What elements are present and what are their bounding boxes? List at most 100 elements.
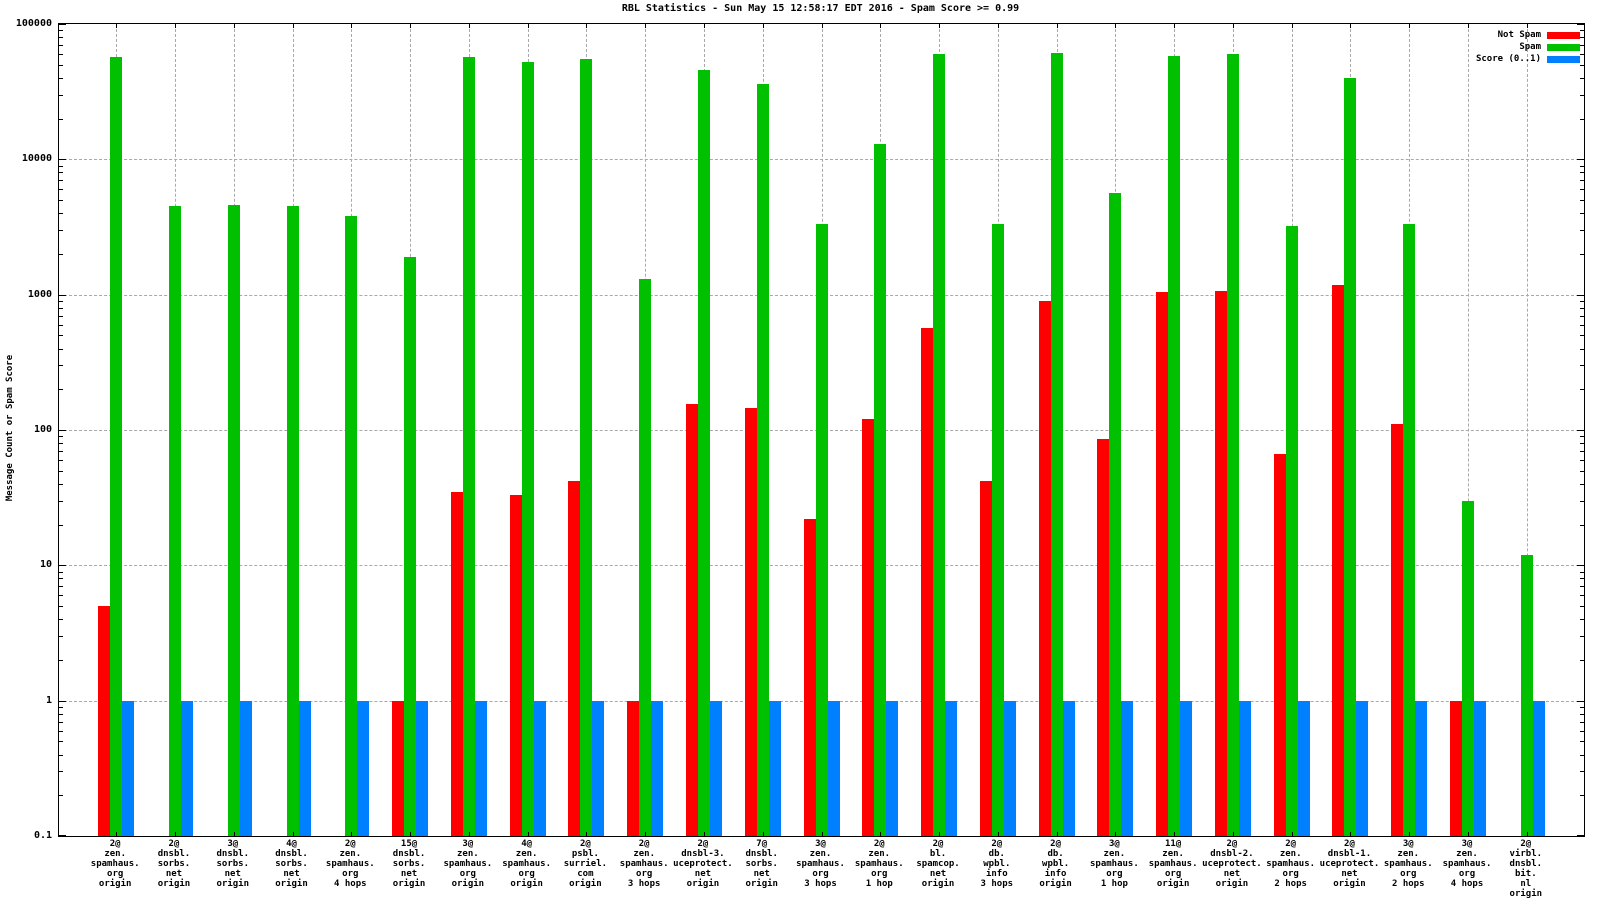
y-minor-tick xyxy=(1580,189,1584,191)
y-tick-label: 0.1 xyxy=(33,830,52,841)
x-tick-label: 3@ zen. spamhaus. org 3 hops xyxy=(796,839,845,889)
y-minor-tick xyxy=(1580,172,1584,174)
x-tick-label: 2@ db. wpbl. info origin xyxy=(1039,839,1072,889)
bar-score xyxy=(827,700,840,836)
y-minor-tick xyxy=(1580,606,1584,608)
bar-not-spam xyxy=(392,700,405,836)
bar-not-spam xyxy=(685,404,698,836)
x-tick-label: 2@ psbl. surriel. com origin xyxy=(563,839,608,889)
bar-spam xyxy=(1226,54,1239,836)
bar-not-spam xyxy=(1038,300,1051,836)
y-minor-tick xyxy=(1580,64,1584,66)
x-tick xyxy=(1350,832,1352,836)
y-minor-tick xyxy=(1580,389,1584,391)
x-tick xyxy=(1468,832,1470,836)
y-minor-tick xyxy=(1580,500,1584,502)
y-minor-tick xyxy=(1580,335,1584,337)
y-minor-tick xyxy=(59,300,63,302)
x-tick-label: 2@ bl. spamcop. net origin xyxy=(916,839,960,889)
bar-spam xyxy=(874,143,887,836)
x-tick-label: 2@ dnsbl-2. uceprotect. net origin xyxy=(1202,839,1262,889)
x-tick-label: 15@ dnsbl. sorbs. net origin xyxy=(392,839,426,889)
y-minor-tick xyxy=(59,365,63,367)
x-tick xyxy=(1409,832,1411,836)
y-minor-tick xyxy=(59,180,63,182)
y-minor-tick xyxy=(59,730,63,732)
x-tick xyxy=(292,24,294,28)
y-major-tick xyxy=(1577,565,1584,567)
y-minor-tick xyxy=(1580,730,1584,732)
x-tick xyxy=(1526,832,1528,836)
bar-score xyxy=(357,700,370,836)
bar-not-spam xyxy=(1097,438,1110,836)
bar-spam xyxy=(1168,56,1181,836)
bar-not-spam xyxy=(98,606,111,836)
bar-not-spam xyxy=(509,495,522,836)
x-tick xyxy=(586,832,588,836)
x-tick-label: 3@ dnsbl. sorbs. net origin xyxy=(216,839,249,889)
bar-not-spam xyxy=(450,491,463,836)
x-tick xyxy=(351,832,353,836)
y-minor-tick xyxy=(59,172,63,174)
x-tick-label: 2@ zen. spamhaus. org origin xyxy=(90,839,140,889)
y-minor-tick xyxy=(1580,483,1584,485)
y-minor-tick xyxy=(59,307,63,309)
x-tick-label: 11@ zen. spamhaus. org origin xyxy=(1148,839,1198,889)
y-minor-tick xyxy=(59,213,63,215)
bar-score xyxy=(1062,700,1075,836)
y-minor-tick xyxy=(59,636,63,638)
y-minor-tick xyxy=(1580,795,1584,797)
bar-score xyxy=(1003,700,1016,836)
x-tick-label: 2@ dnsbl-3. uceprotect. net origin xyxy=(673,839,733,889)
y-minor-tick xyxy=(1580,213,1584,215)
bar-not-spam xyxy=(803,518,816,836)
bar-score xyxy=(180,700,193,836)
y-tick-label: 100 xyxy=(33,424,52,435)
y-tick-label: 10 xyxy=(39,559,52,571)
x-tick xyxy=(1174,24,1176,28)
y-minor-tick xyxy=(1580,595,1584,597)
x-tick-label: 3@ zen. spamhaus. org 2 hops xyxy=(1383,839,1433,889)
y-minor-tick xyxy=(59,389,63,391)
bar-spam xyxy=(991,224,1004,836)
x-tick xyxy=(645,24,647,28)
y-minor-tick xyxy=(1580,44,1584,46)
y-major-tick xyxy=(1577,430,1584,431)
bar-not-spam xyxy=(1273,454,1286,836)
bar-spam xyxy=(345,216,358,836)
y-minor-tick xyxy=(1580,77,1584,79)
y-tick-label: 10000 xyxy=(21,153,52,165)
x-tick xyxy=(821,832,823,836)
y-minor-tick xyxy=(59,470,63,472)
y-minor-tick xyxy=(59,436,63,438)
y-minor-tick xyxy=(59,713,63,715)
y-minor-tick xyxy=(59,64,63,66)
x-tick xyxy=(468,24,470,28)
bar-spam xyxy=(110,57,123,836)
y-minor-tick xyxy=(59,706,63,708)
y-tick-label: 100000 xyxy=(15,18,52,29)
bar-score xyxy=(1532,700,1545,836)
y-minor-tick xyxy=(1580,443,1584,445)
x-tick xyxy=(762,832,764,836)
x-tick-label: 2@ dnsbl-1. uceprotect. net origin xyxy=(1319,839,1380,889)
y-minor-tick xyxy=(59,189,63,191)
bar-spam xyxy=(815,224,828,836)
y-minor-tick xyxy=(1580,200,1584,202)
y-minor-tick xyxy=(59,721,63,723)
legend-label-score: Score (0..1) xyxy=(1475,54,1541,64)
bar-spam xyxy=(521,62,534,836)
bar-not-spam xyxy=(1391,424,1404,836)
y-minor-tick xyxy=(59,586,63,588)
legend-swatch-not-spam xyxy=(1547,32,1580,39)
y-minor-tick xyxy=(1580,619,1584,621)
x-tick xyxy=(233,832,235,836)
bar-score xyxy=(298,700,311,836)
x-tick xyxy=(527,832,529,836)
y-minor-tick xyxy=(59,37,63,39)
bar-score xyxy=(1356,700,1369,836)
x-tick xyxy=(351,24,353,28)
bar-score xyxy=(651,700,664,836)
bar-spam xyxy=(404,256,417,836)
x-tick-label: 3@ zen. spamhaus. org origin xyxy=(443,839,493,889)
